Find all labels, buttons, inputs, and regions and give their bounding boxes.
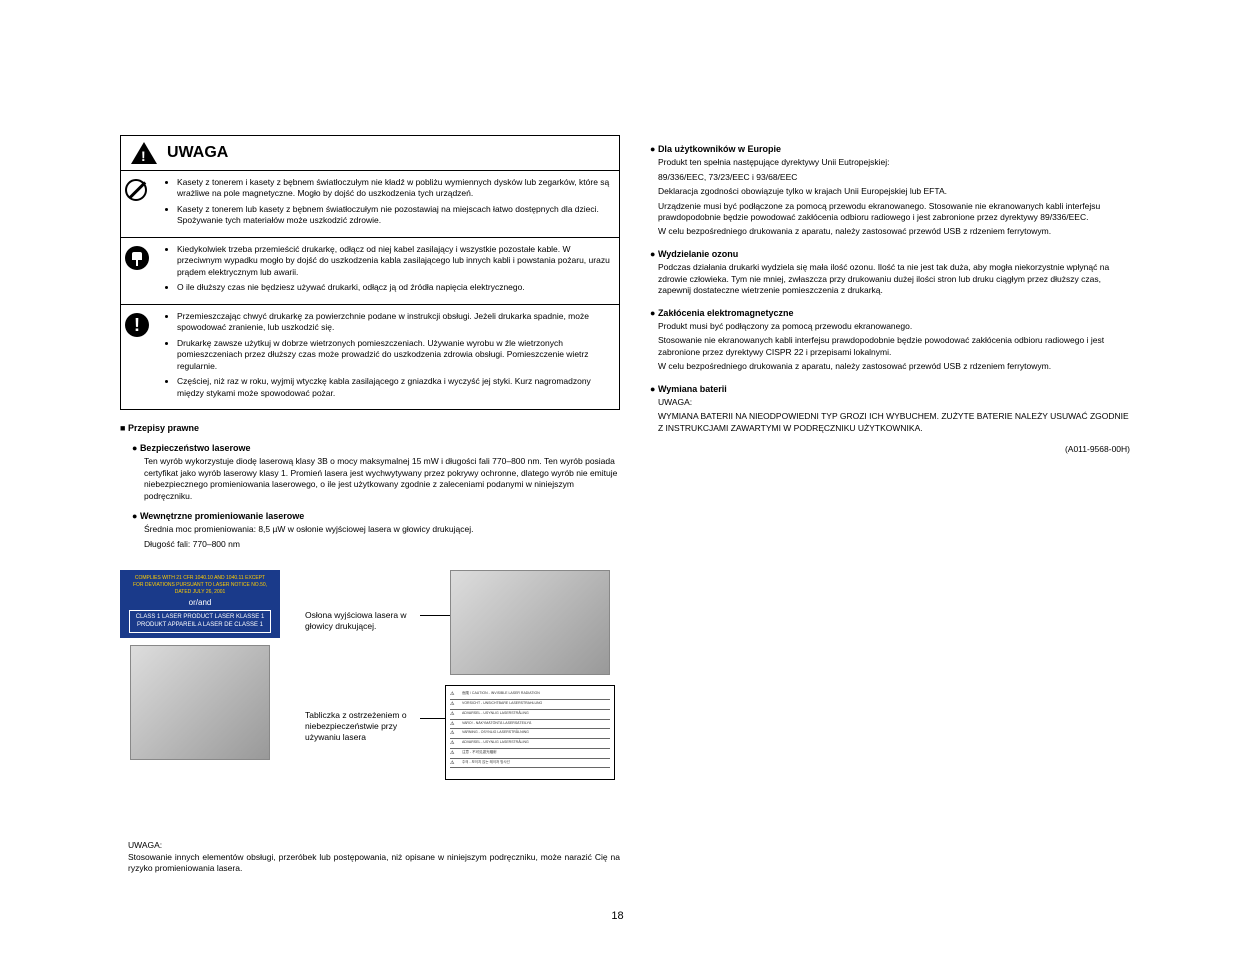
europe-section: Dla użytkowników w Europie Produkt ten s… xyxy=(650,143,1130,238)
icon-cell xyxy=(125,244,157,298)
emc-line2: Stosowanie nie ekranowanych kabli interf… xyxy=(658,335,1130,358)
warning-content: Kasety z tonerem i kasety z bębnem świat… xyxy=(157,177,611,231)
icon-cell: ! xyxy=(125,311,157,403)
diagram-area: COMPLIES WITH 21 CFR 1040.10 AND 1040.11… xyxy=(120,570,620,820)
prohibit-icon xyxy=(125,179,147,201)
warning-item: Częściej, niż raz w roku, wyjmij wtyczkę… xyxy=(177,376,611,399)
ozone-body: Podczas działania drukarki wydziela się … xyxy=(658,262,1130,296)
warning-header: UWAGA xyxy=(121,136,619,171)
internal-laser-title: Wewnętrzne promieniowanie laserowe xyxy=(132,510,620,522)
europe-line3: Deklaracja zgodności obowiązuje tylko w … xyxy=(658,186,1130,197)
note-section: UWAGA: Stosowanie innych elementów obsłu… xyxy=(120,840,620,874)
europe-title: Dla użytkowników w Europie xyxy=(650,143,1130,155)
right-column: Dla użytkowników w Europie Produkt ten s… xyxy=(650,135,1130,875)
icon-cell xyxy=(125,177,157,231)
battery-title: Wymiana baterii xyxy=(650,383,1130,395)
leader-line xyxy=(420,718,445,719)
compliance-text-bot: CLASS 1 LASER PRODUCT LASER KLASSE 1 PRO… xyxy=(129,610,271,632)
europe-line4: Urządzenie musi być podłączone za pomocą… xyxy=(658,201,1130,224)
laser-safety-title: Bezpieczeństwo laserowe xyxy=(132,442,620,454)
europe-line5: W celu bezpośredniego drukowania z apara… xyxy=(658,226,1130,237)
left-column: UWAGA Kasety z tonerem i kasety z bębnem… xyxy=(120,135,620,875)
compliance-label: COMPLIES WITH 21 CFR 1040.10 AND 1040.11… xyxy=(120,570,280,637)
warning-section-plug: Kiedykolwiek trzeba przemieścić drukarkę… xyxy=(121,238,619,305)
page-number: 18 xyxy=(611,909,623,924)
compliance-mid: or/and xyxy=(129,598,271,609)
warning-triangle-icon xyxy=(131,142,157,164)
printer-illustration-right xyxy=(450,570,610,675)
warning-title: UWAGA xyxy=(167,142,228,164)
unplug-icon xyxy=(125,246,149,270)
warning-item: Kasety z tonerem lub kasety z bębnem świ… xyxy=(177,204,611,227)
laser-warning-plate: ⚠危険 / CAUTION - INVISIBLE LASER RADIATIO… xyxy=(445,685,615,780)
warning-item: Kiedykolwiek trzeba przemieścić drukarkę… xyxy=(177,244,611,278)
mandatory-icon: ! xyxy=(125,313,149,337)
battery-section: Wymiana baterii UWAGA: WYMIANA BATERII N… xyxy=(650,383,1130,435)
label-warning-plate: Tabliczka z ostrzeżeniem o niebezpieczeń… xyxy=(305,710,425,743)
warning-item: O ile dłuższy czas nie będziesz używać d… xyxy=(177,282,611,293)
internal-laser-line1: Średnia moc promieniowania: 8,5 µW w osł… xyxy=(144,524,620,535)
warning-item: Kasety z tonerem i kasety z bębnem świat… xyxy=(177,177,611,200)
laser-safety-body: Ten wyrób wykorzystuje diodę laserową kl… xyxy=(144,456,620,502)
ozone-section: Wydzielanie ozonu Podczas działania druk… xyxy=(650,248,1130,297)
document-id: (A011-9568-00H) xyxy=(650,444,1130,455)
battery-note: UWAGA: xyxy=(658,397,1130,408)
ozone-title: Wydzielanie ozonu xyxy=(650,248,1130,260)
regs-header: Przepisy prawne xyxy=(120,422,620,434)
warning-content: Przemieszczając chwyć drukarkę za powier… xyxy=(157,311,611,403)
warning-section-mandatory: ! Przemieszczając chwyć drukarkę za powi… xyxy=(121,305,619,409)
note-label: UWAGA: xyxy=(128,840,620,851)
printer-illustration-left xyxy=(130,645,270,760)
europe-line1: Produkt ten spełnia następujące dyrektyw… xyxy=(658,157,1130,168)
page-container: UWAGA Kasety z tonerem i kasety z bębnem… xyxy=(0,0,1235,875)
emc-line3: W celu bezpośredniego drukowania z apara… xyxy=(658,361,1130,372)
emc-line1: Produkt musi być podłączony za pomocą pr… xyxy=(658,321,1130,332)
warning-box: UWAGA Kasety z tonerem i kasety z bębnem… xyxy=(120,135,620,410)
internal-laser-line2: Długość fali: 770–800 nm xyxy=(144,539,620,550)
battery-body: WYMIANA BATERII NA NIEODPOWIEDNI TYP GRO… xyxy=(658,411,1130,434)
label-laser-window: Osłona wyjściowa lasera w głowicy drukuj… xyxy=(305,610,425,632)
note-body: Stosowanie innych elementów obsługi, prz… xyxy=(128,852,620,875)
europe-line2: 89/336/EEC, 73/23/EEC i 93/68/EEC xyxy=(658,172,1130,183)
warning-item: Drukarkę zawsze użytkuj w dobrze wietrzo… xyxy=(177,338,611,372)
warning-item: Przemieszczając chwyć drukarkę za powier… xyxy=(177,311,611,334)
warning-section-prohibit: Kasety z tonerem i kasety z bębnem świat… xyxy=(121,171,619,238)
compliance-text-top: COMPLIES WITH 21 CFR 1040.10 AND 1040.11… xyxy=(129,575,271,595)
warning-content: Kiedykolwiek trzeba przemieścić drukarkę… xyxy=(157,244,611,298)
emc-section: Zakłócenia elektromagnetyczne Produkt mu… xyxy=(650,307,1130,373)
emc-title: Zakłócenia elektromagnetyczne xyxy=(650,307,1130,319)
